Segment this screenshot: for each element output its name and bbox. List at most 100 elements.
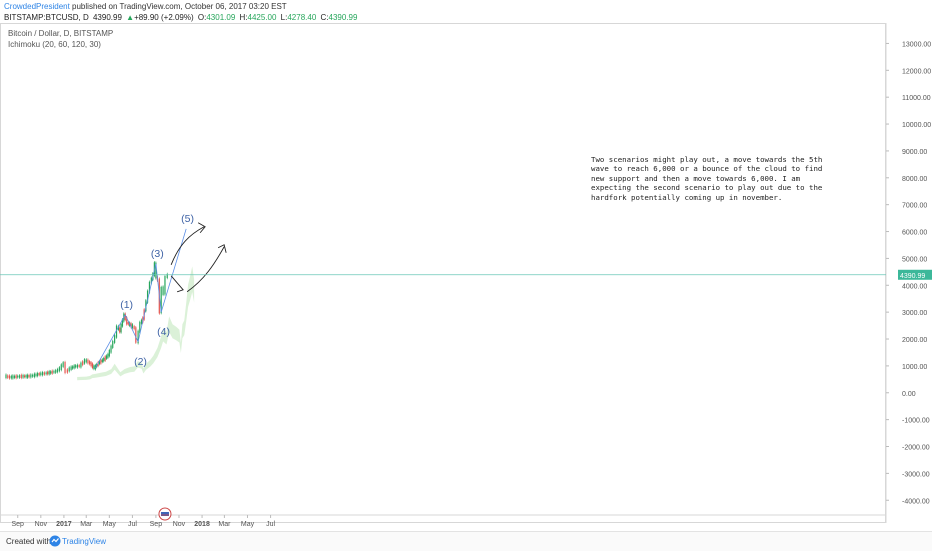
- candle-body: [13, 375, 16, 378]
- time-tick-label: Nov: [35, 521, 48, 528]
- candle-body: [50, 371, 52, 374]
- high-value: 4425.00: [247, 13, 277, 22]
- price-tick-label: 11000.00: [902, 95, 931, 102]
- wave-label: (1): [120, 298, 134, 311]
- candle-body: [131, 324, 134, 329]
- candle-body: [56, 368, 59, 373]
- candle-body: [145, 300, 147, 312]
- candle-body: [75, 365, 77, 368]
- cloud-area: [77, 266, 195, 381]
- wave-segment: [124, 314, 139, 342]
- author-link[interactable]: CrowdedPresident: [4, 2, 70, 11]
- candle-body: [41, 372, 44, 376]
- price-label-badge: [898, 269, 932, 280]
- candle-body: [45, 372, 47, 375]
- candle-body: [26, 374, 29, 378]
- time-tick-label: Nov: [173, 521, 186, 528]
- close-label: C:: [320, 13, 329, 22]
- time-tick-label: Jul: [128, 521, 137, 528]
- scenario-arrow-up: [170, 226, 205, 265]
- wave-label: (4): [157, 326, 171, 339]
- time-axis[interactable]: Sep Nov 2017 Mar May Jul Sep Nov 2018 Mar May Jul: [0, 514, 886, 528]
- candle-body: [28, 374, 30, 378]
- candle-body: [55, 370, 57, 373]
- candle-body: [104, 356, 106, 361]
- candle-body: [146, 290, 149, 303]
- candle-body: [17, 375, 19, 378]
- created-with-label: Created with: [6, 537, 51, 546]
- low-label: L:: [280, 13, 288, 22]
- open-label: O:: [197, 13, 207, 22]
- candle-body: [148, 281, 151, 293]
- candle-body: [22, 374, 24, 378]
- candle-body: [33, 373, 35, 378]
- candle-body: [150, 277, 152, 284]
- candle-body: [64, 362, 66, 374]
- candle-body: [10, 375, 12, 379]
- candle-body: [53, 370, 55, 373]
- candle-body: [35, 373, 37, 377]
- event-marker-icon[interactable]: [158, 507, 172, 521]
- candle-body: [37, 372, 39, 377]
- candle-body: [93, 365, 95, 370]
- candle-body: [97, 362, 99, 367]
- series-legend[interactable]: Bitcoin / Dollar, D, BITSTAMP: [8, 29, 114, 38]
- event-marker-flag: [160, 512, 169, 516]
- candle-body: [120, 324, 122, 333]
- candle-body: [72, 366, 74, 369]
- candle-body: [20, 374, 22, 379]
- candle-body: [108, 349, 110, 357]
- candle-body: [70, 366, 72, 370]
- price-tick-label: 6000.00: [902, 230, 927, 237]
- candle-body: [76, 364, 79, 368]
- price-tick-label: 13000.00: [902, 41, 931, 48]
- current-price-line: 4390.99: [0, 269, 932, 280]
- candle-body: [78, 365, 80, 367]
- candle-body: [48, 371, 50, 375]
- candle-body: [89, 361, 91, 365]
- candle-body: [40, 372, 42, 376]
- candle-body: [139, 321, 141, 334]
- candle-body: [18, 375, 21, 378]
- price-tick-label: 7000.00: [902, 203, 927, 210]
- candle-body: [137, 330, 139, 344]
- price-tick-label: -1000.00: [902, 418, 930, 425]
- candle-body: [121, 319, 124, 327]
- indicator-legend[interactable]: Ichimoku (20, 60, 120, 30): [8, 40, 101, 49]
- price-tick-label: 9000.00: [902, 149, 927, 156]
- candle-body: [47, 371, 49, 375]
- candle-body: [38, 373, 40, 376]
- candle-body: [100, 359, 102, 364]
- candle-body: [68, 367, 70, 372]
- tradingview-logo-icon: [49, 535, 61, 547]
- candle-body: [58, 367, 60, 372]
- candle-body: [140, 319, 143, 325]
- price-axis[interactable]: 13000.00 12000.00 11000.00 10000.00 9000.00 8…: [885, 23, 931, 523]
- tradingview-link[interactable]: TradingView: [62, 537, 107, 546]
- arrowhead-icon: [217, 244, 227, 253]
- wave-segment: [137, 263, 157, 342]
- price-label-text: 4390.99: [900, 273, 925, 280]
- candle-body: [87, 359, 89, 364]
- candle-body: [162, 286, 164, 295]
- price-tick-label: -2000.00: [902, 445, 930, 452]
- arrowhead-icon: [197, 222, 206, 234]
- symbol-info: BITSTAMP:BTCUSD, D 4390.99 ▲+89.90 (+2.0…: [4, 13, 357, 22]
- price-tick-label: 1000.00: [902, 364, 927, 371]
- candle-body: [126, 317, 128, 325]
- time-tick-label: Sep: [150, 521, 163, 528]
- candle-body: [82, 361, 84, 366]
- candle-body: [7, 375, 9, 378]
- candle-body: [60, 364, 62, 371]
- candle-body: [127, 322, 129, 325]
- close-value: 4390.99: [328, 13, 358, 22]
- time-tick-label: May: [103, 521, 117, 528]
- scenario-arrow-rebound: [186, 246, 225, 293]
- candle-body: [23, 375, 26, 378]
- wave-segment: [160, 228, 187, 313]
- time-tick-label: 2018: [194, 521, 210, 528]
- scenario-arrow-down: [170, 275, 184, 293]
- annotation-note[interactable]: Two scenarios might play out, a move tow…: [591, 155, 823, 202]
- candle-body: [103, 357, 105, 362]
